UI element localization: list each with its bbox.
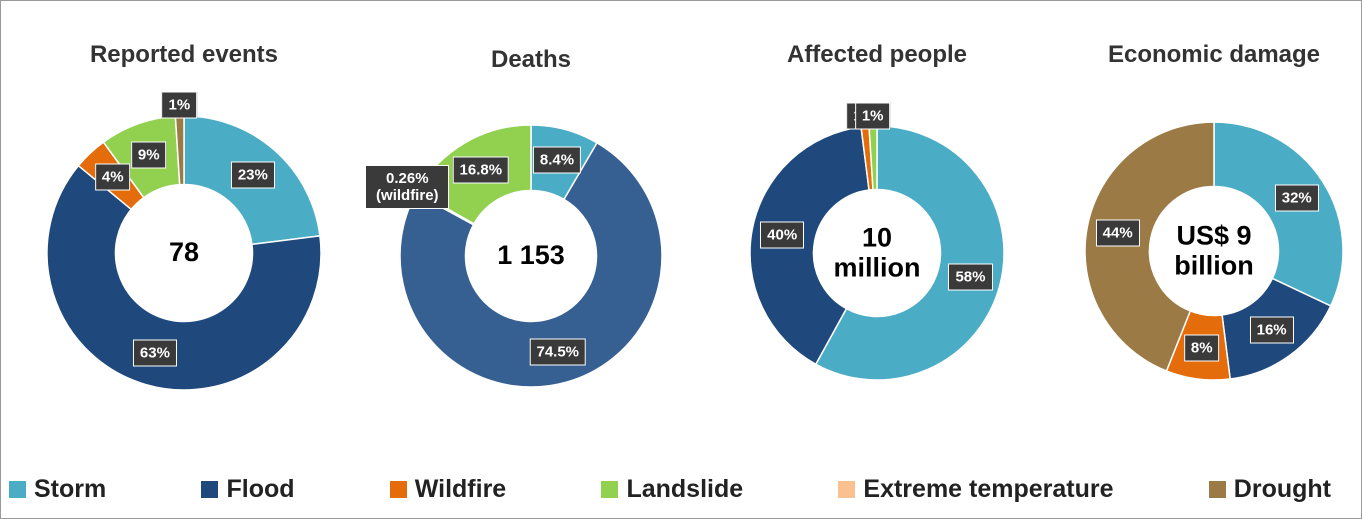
chart-title: Economic damage — [1107, 41, 1321, 68]
data-label: 0.26% (wildfire) — [365, 165, 450, 210]
data-label: 40% — [760, 221, 805, 249]
data-label: 1% — [854, 102, 891, 130]
donut-slice — [399, 141, 663, 388]
data-label: 1% — [161, 91, 198, 119]
data-label: 44% — [1095, 219, 1140, 247]
data-label: 8% — [1183, 334, 1220, 362]
donut-slice — [814, 125, 1005, 381]
chart-title: Affected people — [786, 41, 968, 68]
legend-label: Storm — [34, 475, 107, 503]
legend-item: Storm — [9, 475, 106, 504]
legend-swatch — [1208, 481, 1226, 498]
data-label: 74.5% — [529, 338, 587, 366]
legend-item: Landslide — [601, 475, 743, 504]
legend-swatch — [838, 481, 856, 498]
legend: Storm Flood Wildfire Landslide Extreme tempe… — [9, 475, 1331, 504]
center-label: 10 million — [833, 222, 921, 282]
legend-swatch — [9, 481, 26, 498]
donut-slice — [1084, 121, 1215, 372]
legend-label: Drought — [1233, 475, 1331, 503]
data-label: 4% — [94, 163, 131, 191]
legend-label: Landslide — [626, 475, 744, 503]
legend-item: Extreme temperature — [838, 475, 1114, 504]
data-label: 8.4% — [532, 146, 582, 174]
center-label: 78 — [168, 237, 200, 268]
chart-title: Reported events — [89, 41, 279, 68]
donut-slice — [1213, 121, 1344, 307]
data-label: 9% — [130, 141, 167, 169]
data-label: 58% — [948, 263, 993, 291]
data-label: 23% — [230, 161, 275, 189]
chart-title: Deaths — [490, 46, 572, 73]
donut-slice — [749, 126, 870, 366]
legend-swatch — [389, 481, 407, 498]
legend-item: Wildfire — [389, 475, 507, 504]
center-label: US$ 9 billion — [1174, 220, 1254, 280]
data-label: 16.8% — [452, 156, 510, 184]
center-label: 1 153 — [497, 240, 565, 271]
legend-swatch — [201, 481, 219, 498]
data-label: 16% — [1249, 316, 1294, 344]
legend-item: Flood — [201, 475, 295, 504]
data-label: 32% — [1274, 184, 1319, 212]
legend-label: Wildfire — [414, 475, 507, 503]
data-label: 63% — [132, 339, 177, 367]
legend-item: Drought — [1208, 475, 1331, 504]
legend-label: Flood — [226, 475, 295, 503]
legend-swatch — [601, 481, 619, 498]
legend-label: Extreme temperature — [863, 475, 1114, 503]
donut-slice — [46, 164, 322, 391]
